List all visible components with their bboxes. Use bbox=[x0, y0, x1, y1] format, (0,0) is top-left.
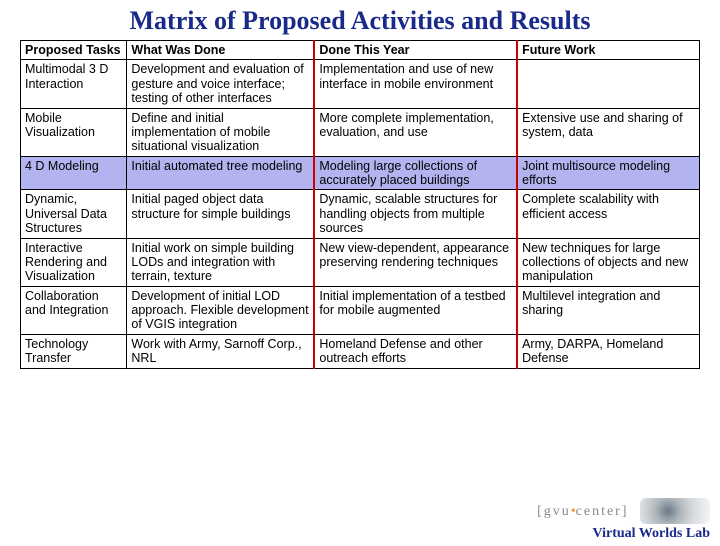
eye-graphic bbox=[640, 498, 710, 524]
table-row: Mobile VisualizationDefine and initial i… bbox=[21, 108, 700, 156]
table-cell: Technology Transfer bbox=[21, 334, 127, 368]
table-cell: Joint multisource modeling efforts bbox=[517, 156, 699, 190]
lab-name: Virtual Worlds Lab bbox=[593, 526, 710, 541]
col-header: What Was Done bbox=[127, 41, 314, 60]
table-row: 4 D ModelingInitial automated tree model… bbox=[21, 156, 700, 190]
table-cell: Multilevel integration and sharing bbox=[517, 286, 699, 334]
table-body: Multimodal 3 D InteractionDevelopment an… bbox=[21, 60, 700, 368]
table-cell: 4 D Modeling bbox=[21, 156, 127, 190]
table-row: Collaboration and IntegrationDevelopment… bbox=[21, 286, 700, 334]
table-cell: Collaboration and Integration bbox=[21, 286, 127, 334]
col-header: Done This Year bbox=[314, 41, 517, 60]
table-cell bbox=[517, 60, 699, 108]
table-cell: Homeland Defense and other outreach effo… bbox=[314, 334, 517, 368]
table-row: Technology TransferWork with Army, Sarno… bbox=[21, 334, 700, 368]
table-row: Dynamic, Universal Data StructuresInitia… bbox=[21, 190, 700, 238]
table-cell: Implementation and use of new interface … bbox=[314, 60, 517, 108]
table-cell: Development of initial LOD approach. Fle… bbox=[127, 286, 314, 334]
table-row: Interactive Rendering and VisualizationI… bbox=[21, 238, 700, 286]
table-cell: Multimodal 3 D Interaction bbox=[21, 60, 127, 108]
table-cell: Work with Army, Sarnoff Corp., NRL bbox=[127, 334, 314, 368]
table-cell: Initial paged object data structure for … bbox=[127, 190, 314, 238]
table-cell: Mobile Visualization bbox=[21, 108, 127, 156]
col-header: Proposed Tasks bbox=[21, 41, 127, 60]
table-cell: Initial automated tree modeling bbox=[127, 156, 314, 190]
table-cell: Modeling large collections of accurately… bbox=[314, 156, 517, 190]
table-cell: New techniques for large collections of … bbox=[517, 238, 699, 286]
table-cell: Extensive use and sharing of system, dat… bbox=[517, 108, 699, 156]
table-cell: Dynamic, scalable structures for handlin… bbox=[314, 190, 517, 238]
table-cell: Initial implementation of a testbed for … bbox=[314, 286, 517, 334]
table-cell: Army, DARPA, Homeland Defense bbox=[517, 334, 699, 368]
table-row: Multimodal 3 D InteractionDevelopment an… bbox=[21, 60, 700, 108]
gvu-logo-left: [gvu bbox=[537, 504, 571, 519]
col-header: Future Work bbox=[517, 41, 699, 60]
table-cell: More complete implementation, evaluation… bbox=[314, 108, 517, 156]
table-cell: Dynamic, Universal Data Structures bbox=[21, 190, 127, 238]
table-header-row: Proposed Tasks What Was Done Done This Y… bbox=[21, 41, 700, 60]
table-cell: Initial work on simple building LODs and… bbox=[127, 238, 314, 286]
slide-title: Matrix of Proposed Activities and Result… bbox=[0, 6, 720, 36]
table-cell: Define and initial implementation of mob… bbox=[127, 108, 314, 156]
gvu-logo: [gvu•center] bbox=[537, 504, 634, 519]
footer: [gvu•center] Virtual Worlds Lab bbox=[537, 498, 710, 542]
table-cell: New view-dependent, appearance preservin… bbox=[314, 238, 517, 286]
table-cell: Development and evaluation of gesture an… bbox=[127, 60, 314, 108]
table-cell: Complete scalability with efficient acce… bbox=[517, 190, 699, 238]
activities-matrix: Proposed Tasks What Was Done Done This Y… bbox=[20, 40, 700, 369]
gvu-logo-right: center] bbox=[576, 504, 629, 519]
table-cell: Interactive Rendering and Visualization bbox=[21, 238, 127, 286]
